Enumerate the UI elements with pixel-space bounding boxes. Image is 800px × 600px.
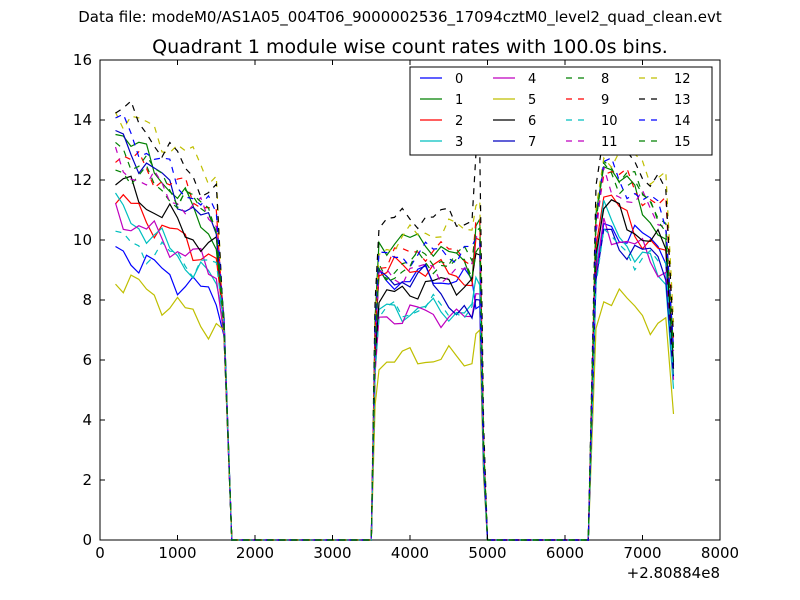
y-tick-label: 14 <box>73 111 92 129</box>
series-line-6 <box>115 175 675 541</box>
x-tick-label: 2000 <box>236 544 274 562</box>
legend-label-1: 1 <box>455 93 463 108</box>
y-tick-label: 12 <box>73 171 92 189</box>
chart-title: Quadrant 1 module wise count rates with … <box>152 36 668 58</box>
figure-suptitle: Data file: modeM0/AS1A05_004T06_90000025… <box>78 8 722 26</box>
series-line-5 <box>115 274 675 541</box>
legend-label-5: 5 <box>528 93 536 108</box>
x-tick-label: 4000 <box>391 544 429 562</box>
series-line-7 <box>115 129 675 541</box>
x-tick-label: 7000 <box>623 544 661 562</box>
legend-label-4: 4 <box>528 72 536 87</box>
legend-label-3: 3 <box>455 135 463 150</box>
legend-label-8: 8 <box>601 72 609 87</box>
y-tick-label: 4 <box>82 411 92 429</box>
legend-label-9: 9 <box>601 93 609 108</box>
legend-label-14: 14 <box>674 114 691 129</box>
series-line-8 <box>115 159 675 541</box>
series-line-15 <box>115 141 675 541</box>
x-tick-label: 8000 <box>701 544 739 562</box>
series-line-2 <box>115 193 675 541</box>
x-tick-label: 1000 <box>158 544 196 562</box>
series-line-14 <box>115 113 675 541</box>
y-tick-label: 2 <box>82 471 92 489</box>
x-offset-label: +2.80884e8 <box>627 564 720 582</box>
y-tick-label: 8 <box>82 291 92 309</box>
series-line-0 <box>115 222 675 541</box>
series-line-11 <box>114 146 675 541</box>
y-tick-label: 16 <box>73 51 92 69</box>
series-line-1 <box>115 133 675 541</box>
series-line-9 <box>115 150 675 541</box>
y-tick-label: 10 <box>73 231 92 249</box>
x-tick-label: 3000 <box>313 544 351 562</box>
series-line-12 <box>114 111 675 541</box>
legend-label-2: 2 <box>455 114 463 129</box>
y-tick-label: 0 <box>82 531 92 549</box>
axis-ticks: 0 1000 2000 3000 4000 5000 6000 7000 80000246810… <box>73 51 739 562</box>
x-tick-label: 5000 <box>468 544 506 562</box>
legend-label-11: 11 <box>601 135 618 150</box>
x-tick-label: 6000 <box>546 544 584 562</box>
legend-label-6: 6 <box>528 114 536 129</box>
y-tick-label: 6 <box>82 351 92 369</box>
series-lines <box>114 100 675 541</box>
legend-label-7: 7 <box>528 135 536 150</box>
legend-box <box>409 66 713 156</box>
series-line-10 <box>115 227 675 541</box>
legend-label-15: 15 <box>674 135 691 150</box>
series-line-4 <box>114 202 675 541</box>
legend-label-0: 0 <box>455 72 463 87</box>
x-tick-label: 0 <box>95 544 105 562</box>
legend-label-13: 13 <box>674 93 691 108</box>
legend-label-10: 10 <box>601 114 618 129</box>
legend-label-12: 12 <box>674 72 691 87</box>
